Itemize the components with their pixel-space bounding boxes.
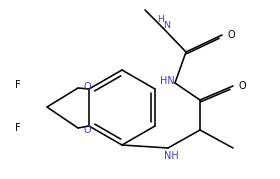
Text: NH: NH <box>164 151 178 161</box>
Text: O: O <box>83 82 91 92</box>
Text: O: O <box>227 30 235 40</box>
Text: O: O <box>238 81 246 91</box>
Text: HN: HN <box>160 76 174 86</box>
Text: N: N <box>164 21 171 30</box>
Text: O: O <box>83 125 91 135</box>
Text: H: H <box>157 16 163 25</box>
Text: F: F <box>15 80 21 90</box>
Text: F: F <box>15 123 21 133</box>
